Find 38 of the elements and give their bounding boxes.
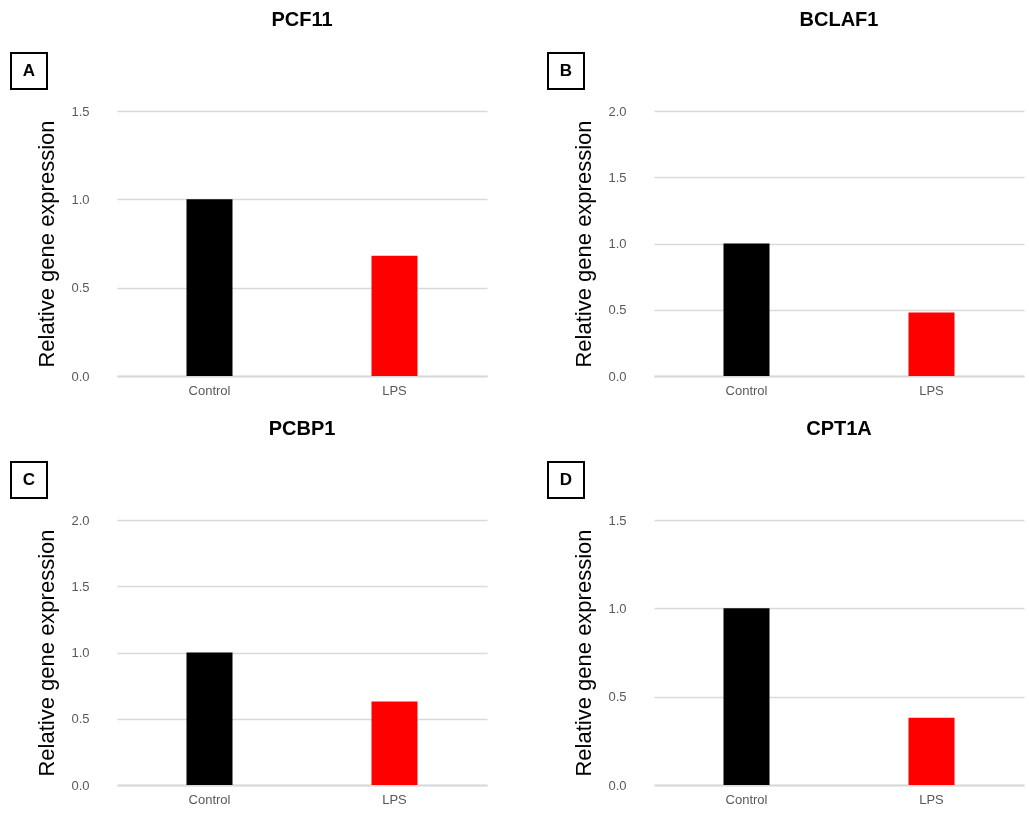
y-tick-label: 1.0 (71, 645, 90, 660)
x-tick-label: Control (725, 382, 768, 398)
chart-title: BCLAF1 (799, 8, 879, 30)
chart-title: PCF11 (271, 8, 333, 30)
y-tick-label: 1.5 (71, 103, 90, 119)
y-tick-label: 0.5 (608, 302, 627, 318)
x-tick-label: LPS (919, 791, 945, 807)
y-axis-title: Relative gene expression (34, 529, 60, 777)
text: C (22, 470, 36, 489)
y-axis-title: Relative gene expression (571, 120, 597, 368)
y-tick-label: 1.0 (71, 191, 90, 207)
y-tick-label: 1.0 (608, 600, 627, 616)
x-tick-label: LPS (382, 382, 408, 398)
x-tick-label: Control (725, 791, 768, 807)
y-tick-label: 1.0 (608, 236, 627, 251)
y-tick-label: 0.5 (71, 711, 90, 727)
y-tick-label: 0.0 (71, 777, 90, 793)
x-tick-label: LPS (919, 382, 945, 398)
y-tick-label: 1.5 (608, 512, 627, 528)
text: A (22, 61, 36, 80)
y-tick-label: 2.0 (608, 103, 627, 119)
x-tick-label: Control (188, 382, 231, 398)
y-axis-title: Relative gene expression (571, 529, 597, 777)
chart-title: CPT1A (806, 417, 872, 439)
y-tick-label: 0.0 (608, 368, 627, 384)
y-tick-label: 0.0 (608, 777, 627, 793)
y-tick-label: 1.5 (608, 169, 627, 185)
text: D (559, 470, 573, 489)
y-tick-label: 0.5 (608, 689, 627, 705)
y-axis-title: Relative gene expression (34, 120, 60, 368)
y-tick-label: 0.0 (71, 368, 90, 384)
y-tick-label: 1.5 (71, 578, 90, 594)
x-tick-label: LPS (382, 791, 408, 807)
y-tick-label: 0.5 (71, 280, 90, 296)
chart-title: PCBP1 (268, 417, 336, 439)
x-tick-label: Control (188, 791, 231, 807)
y-tick-label: 2.0 (71, 512, 90, 528)
text: B (559, 61, 573, 80)
